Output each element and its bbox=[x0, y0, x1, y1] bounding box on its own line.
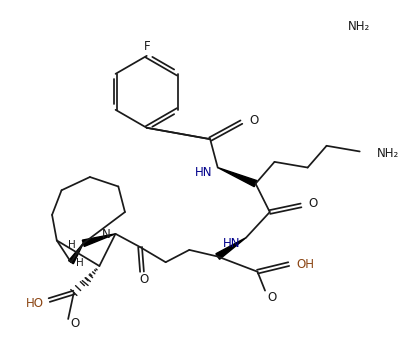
Polygon shape bbox=[216, 238, 246, 259]
Polygon shape bbox=[218, 168, 257, 187]
Polygon shape bbox=[68, 243, 83, 264]
Polygon shape bbox=[82, 234, 115, 246]
Text: HN: HN bbox=[195, 166, 212, 179]
Text: O: O bbox=[249, 114, 258, 127]
Text: O: O bbox=[139, 273, 148, 286]
Text: NH₂: NH₂ bbox=[348, 20, 371, 33]
Text: N: N bbox=[102, 228, 111, 241]
Text: O: O bbox=[267, 291, 276, 304]
Text: O: O bbox=[70, 317, 79, 330]
Text: O: O bbox=[308, 197, 318, 210]
Text: OH: OH bbox=[296, 258, 314, 271]
Text: HO: HO bbox=[25, 298, 43, 310]
Text: F: F bbox=[143, 40, 150, 53]
Text: NH₂: NH₂ bbox=[377, 147, 398, 160]
Text: H: H bbox=[68, 240, 76, 250]
Text: HN: HN bbox=[223, 237, 240, 250]
Text: H: H bbox=[76, 258, 84, 268]
